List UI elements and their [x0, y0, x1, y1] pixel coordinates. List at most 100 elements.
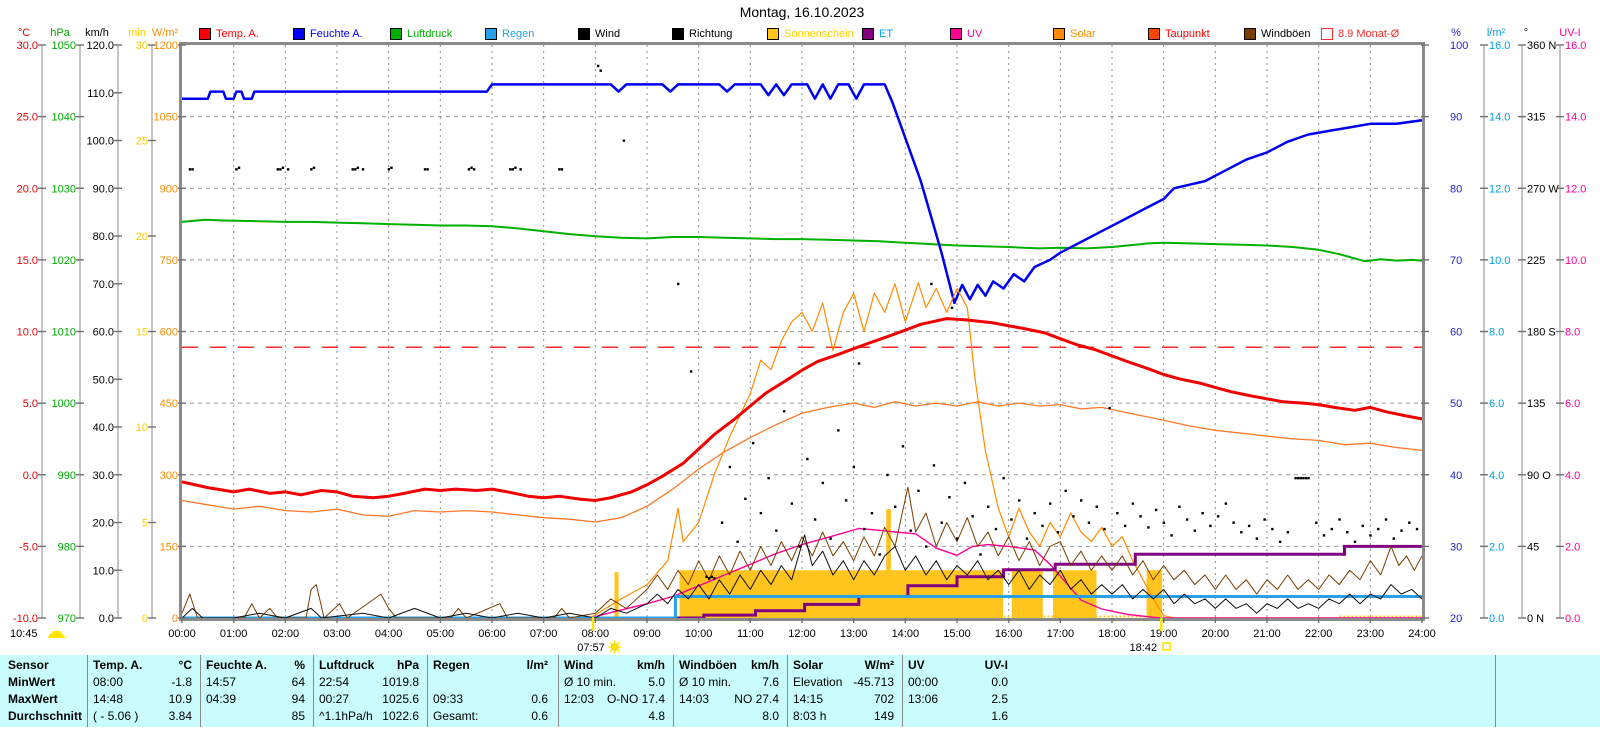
axis-tick-label-lm2: 0.0: [1489, 613, 1504, 625]
axis-tick-label-uv: 12.0: [1565, 183, 1586, 195]
wind-direction-dot: [1304, 476, 1308, 480]
sunshine-bar: [679, 570, 1003, 618]
legend-swatch-icon: [862, 28, 874, 40]
axis-tick-label-deg: 180 S: [1527, 327, 1556, 339]
axis-tick-label-deg: 225: [1527, 255, 1545, 267]
wind-direction-dot: [1080, 499, 1083, 502]
sensor-unit: %: [294, 658, 305, 672]
sensor-name: Feuchte A.: [206, 658, 267, 672]
moon-icon: [48, 630, 65, 638]
wind-direction-dot: [689, 370, 693, 373]
legend-swatch-icon: [199, 28, 211, 40]
sunshine-bar: [886, 509, 891, 618]
axis-tick-label-uv: 14.0: [1565, 112, 1586, 124]
axis-tick-label-kmh: 70.0: [93, 279, 114, 291]
wind-direction-dot: [1361, 524, 1364, 528]
table-separator: [427, 655, 428, 727]
sunshine-bar: [1053, 570, 1097, 618]
axis-tick-label-temp: 10.0: [17, 327, 38, 339]
wind-direction-dot: [1369, 534, 1372, 537]
legend-swatch-icon: [1321, 28, 1333, 40]
stat-avg-time: 8:03 h: [793, 709, 827, 723]
legend-label: Taupunkt: [1165, 28, 1210, 40]
wind-direction-dot: [596, 64, 600, 68]
wind-direction-dot: [286, 168, 290, 171]
axis-tick-label-hpa: 970: [58, 613, 76, 625]
wind-direction-dot: [354, 168, 357, 171]
wind-direction-dot: [1116, 511, 1119, 515]
stat-max-value: 0.6: [531, 692, 548, 706]
legend-item-temp-a-: Temp. A.: [199, 27, 259, 41]
sensor-name: Solar: [793, 658, 824, 672]
stat-avg-value: 1.6: [991, 709, 1008, 723]
legend-label: Luftdruck: [407, 28, 453, 40]
sunset-tick: [1160, 617, 1163, 631]
x-axis-label: 14:00: [892, 628, 920, 640]
wind-direction-dot: [844, 499, 848, 502]
wind-direction-dot: [1041, 524, 1044, 528]
legend-item-regen: Regen: [485, 27, 534, 41]
table-row-label: MinWert: [8, 675, 56, 689]
wind-direction-dot: [387, 168, 391, 171]
axis-tick-label-min: 20: [136, 231, 148, 243]
wind-direction-dot: [728, 465, 732, 469]
wind-direction-dot: [1286, 531, 1290, 534]
wind-direction-dot: [519, 168, 522, 171]
axis-unit-uv: UV-I: [1559, 27, 1580, 39]
legend-label: Temp. A.: [216, 28, 259, 40]
weather-chart: 30.0 25.0 20.0 15.0 10.0 5.0 0.0 -5.0 -10.0 °C 105…: [10, 27, 1586, 654]
axis-tick-label-deg: 360 N: [1527, 40, 1556, 52]
legend-label: Richtung: [689, 28, 733, 40]
wind-direction-dot: [1263, 518, 1266, 521]
wind-direction-dot: [361, 168, 365, 171]
wind-direction-dot: [1224, 502, 1228, 505]
wind-direction-dot: [759, 511, 763, 515]
wind-direction-dot: [1049, 502, 1052, 505]
sensor-name: Windböen: [679, 658, 737, 672]
wind-direction-dot: [1056, 531, 1060, 534]
series-feuchte-a-: [182, 83, 1423, 305]
wind-direction-dot: [909, 529, 912, 532]
axis-tick-label-min: 30: [136, 40, 148, 52]
wind-direction-dot: [467, 168, 471, 171]
wind-direction-dot: [1154, 508, 1158, 512]
series-solar: [182, 282, 1422, 619]
legend-item-solar: Solar: [1053, 27, 1096, 41]
stat-min-value: 64: [291, 675, 305, 689]
wind-direction-dot: [1255, 537, 1259, 540]
stat-max-value: 10.9: [168, 692, 192, 706]
wind-direction-dot: [1315, 521, 1318, 524]
legend-item-luftdruck: Luftdruck: [390, 27, 452, 41]
axis-tick-label-wm2: 750: [160, 255, 178, 267]
stat-min-value: -1.8: [171, 675, 192, 689]
axis-tick-label-temp: 5.0: [23, 398, 38, 410]
axis-tick-label-wm2: 900: [160, 183, 178, 195]
wind-direction-dot: [829, 537, 832, 540]
x-axis-label: 18:00: [1098, 628, 1126, 640]
stat-avg-value: 85: [291, 709, 305, 723]
wind-direction-dot: [930, 282, 933, 286]
stat-avg-value: 1022.6: [382, 709, 419, 723]
axis-tick-label-deg: 90 O: [1527, 470, 1551, 482]
table-separator: [200, 655, 201, 727]
stat-min-time: Ø 10 min.: [564, 675, 617, 689]
wind-direction-dot: [1299, 476, 1302, 480]
wind-direction-dot: [710, 575, 713, 579]
x-axis-label: 20:00: [1202, 628, 1230, 640]
wind-direction-dot: [1170, 534, 1173, 537]
stat-min-time: 14:57: [206, 675, 237, 689]
axis-tick-label-wm2: 150: [160, 541, 178, 553]
sensor-name: Regen: [433, 658, 470, 672]
wind-direction-dot: [901, 445, 905, 448]
wind-direction-dot: [188, 168, 192, 171]
sunshine-bar: [1146, 570, 1163, 618]
axis-tick-label-lm2: 16.0: [1489, 40, 1510, 52]
x-axis-label: 13:00: [840, 628, 868, 640]
wind-direction-dot: [956, 537, 959, 540]
wind-direction-dot: [1123, 524, 1127, 528]
legend-label: 8.9 Monat-Ø: [1338, 28, 1400, 40]
wind-direction-dot: [426, 168, 429, 171]
sensor-name: UV: [908, 658, 925, 672]
legend-item-8-9-monat-: 8.9 Monat-Ø: [1321, 27, 1399, 41]
stat-max-time: 14:03: [679, 692, 710, 706]
